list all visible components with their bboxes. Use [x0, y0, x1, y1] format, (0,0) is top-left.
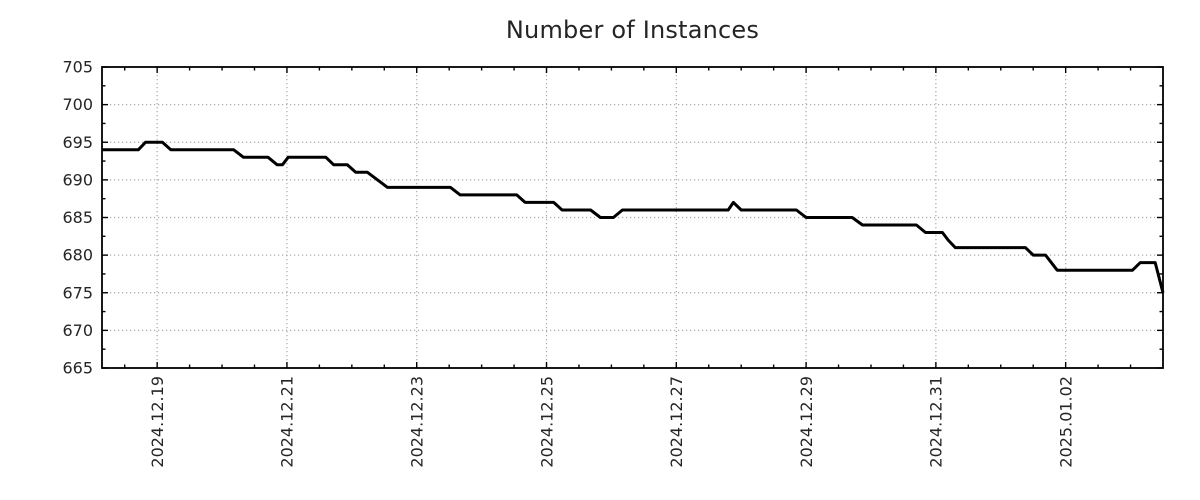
x-tick-label: 2024.12.21 [278, 376, 297, 468]
y-tick-label: 690 [62, 170, 93, 189]
y-tick-label: 695 [62, 133, 93, 152]
x-tick-label: 2024.12.27 [667, 376, 686, 468]
x-tick-label: 2024.12.29 [797, 376, 816, 468]
y-tick-label: 675 [62, 283, 93, 302]
tick-marks [102, 66, 1163, 369]
y-tick-label: 685 [62, 208, 93, 227]
series-line-instances [102, 140, 1165, 294]
y-tick-label: 680 [62, 246, 93, 265]
x-axis-tick-labels: 2024.12.19 2024.12.21 2024.12.23 2024.12.25… [148, 376, 1076, 468]
x-tick-label: 2024.12.19 [148, 376, 167, 468]
y-tick-label: 700 [62, 95, 93, 114]
plot-frame [101, 66, 1164, 369]
x-tick-label: 2025.01.02 [1057, 376, 1076, 468]
x-tick-label: 2024.12.31 [927, 376, 946, 468]
y-axis-tick-labels: 665 670 675 680 685 690 695 700 705 [62, 58, 93, 378]
chart-title: Number of Instances [505, 16, 760, 44]
y-tick-label: 705 [62, 58, 93, 77]
x-tick-label: 2024.12.23 [408, 376, 427, 468]
y-tick-label: 665 [62, 359, 93, 378]
x-tick-label: 2024.12.25 [537, 376, 556, 468]
y-tick-label: 670 [62, 321, 93, 340]
grid-lines [102, 67, 1163, 368]
